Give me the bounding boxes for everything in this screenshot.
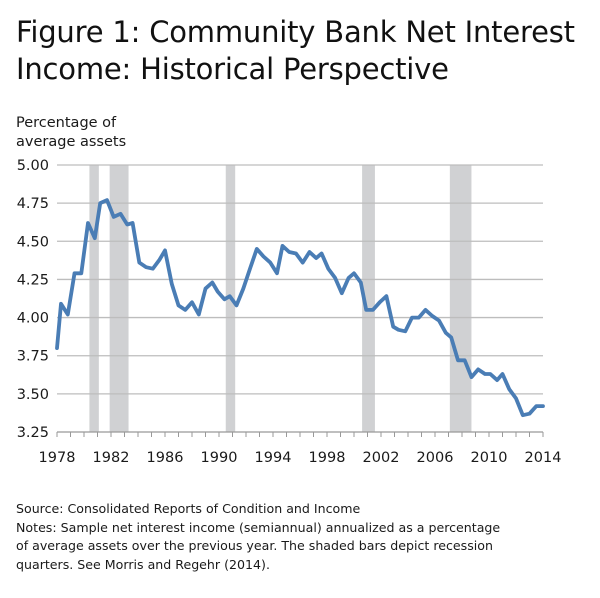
recession-bar xyxy=(109,165,129,432)
notes-line-3: quarters. See Morris and Regehr (2014). xyxy=(16,556,270,572)
series-line xyxy=(55,198,545,418)
y-tick-label: 3.50 xyxy=(17,387,49,403)
y-tick-label: 3.75 xyxy=(17,349,49,365)
x-tick-label: 2010 xyxy=(471,450,508,466)
notes-line-2: of average assets over the previous year… xyxy=(16,538,493,553)
notes-line-1: Notes: Sample net interest income (semia… xyxy=(16,519,501,535)
source-note: Source: Consolidated Reports of Conditio… xyxy=(16,501,361,516)
x-tick-labels: 1978 1982 1986 1990 1994 1998 2002 2006 2010 2014 xyxy=(39,450,562,466)
recession-bars xyxy=(89,165,472,432)
chart-title: Figure 1: Community Bank Net Interest In… xyxy=(16,14,575,88)
recession-bar xyxy=(362,165,375,432)
y-axis-label-line-1: Percentage of xyxy=(16,115,117,131)
x-tick-label: 2006 xyxy=(417,450,454,466)
y-tick-label: 4.50 xyxy=(17,234,49,250)
x-tick-label: 2014 xyxy=(525,450,562,466)
x-tick-label: 1998 xyxy=(309,450,346,466)
x-tick-label: 1986 xyxy=(147,450,184,466)
y-axis-label: Percentage of average assets xyxy=(16,114,126,152)
x-tick-label: 2002 xyxy=(363,450,400,466)
gridlines xyxy=(57,164,543,395)
chart-footer: Source: Consolidated Reports of Conditio… xyxy=(16,500,596,574)
y-tick-label: 4.00 xyxy=(17,311,49,327)
x-tick-label: 1982 xyxy=(93,450,130,466)
chart-title-line-2: Income: Historical Perspective xyxy=(16,52,449,86)
y-tick-label: 4.25 xyxy=(17,272,49,288)
recession-bar xyxy=(449,165,472,432)
x-tick-label: 1990 xyxy=(201,450,238,466)
y-tick-label: 5.00 xyxy=(17,158,49,174)
y-tick-label: 3.25 xyxy=(17,425,49,441)
y-tick-labels: 5.00 4.75 4.50 4.25 4.00 3.75 3.50 3.25 xyxy=(17,158,49,441)
x-tick-label: 1994 xyxy=(255,450,292,466)
chart-title-line-1: Figure 1: Community Bank Net Interest xyxy=(16,15,575,49)
y-tick-label: 4.75 xyxy=(17,196,49,212)
y-axis-label-line-2: average assets xyxy=(16,134,127,150)
recession-bar xyxy=(89,165,99,432)
x-tick-label: 1978 xyxy=(39,450,76,466)
series-lines xyxy=(55,198,545,418)
x-axis xyxy=(56,431,544,437)
